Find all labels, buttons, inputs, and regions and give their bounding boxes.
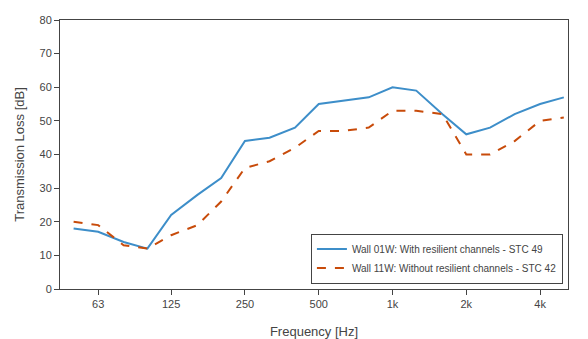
svg-text:0: 0 bbox=[46, 283, 52, 295]
svg-text:70: 70 bbox=[40, 47, 52, 59]
svg-text:50: 50 bbox=[40, 115, 52, 127]
svg-text:4k: 4k bbox=[534, 298, 546, 310]
svg-text:20: 20 bbox=[40, 216, 52, 228]
svg-text:Wall 11W: Without resilient ch: Wall 11W: Without resilient channels - S… bbox=[352, 263, 556, 274]
svg-text:40: 40 bbox=[40, 148, 52, 160]
svg-text:Frequency [Hz]: Frequency [Hz] bbox=[270, 324, 358, 339]
svg-text:60: 60 bbox=[40, 81, 52, 93]
svg-text:500: 500 bbox=[310, 298, 328, 310]
svg-text:30: 30 bbox=[40, 182, 52, 194]
svg-text:10: 10 bbox=[40, 249, 52, 261]
svg-text:125: 125 bbox=[162, 298, 180, 310]
svg-text:80: 80 bbox=[40, 14, 52, 26]
svg-text:63: 63 bbox=[92, 298, 104, 310]
svg-text:250: 250 bbox=[236, 298, 254, 310]
svg-text:2k: 2k bbox=[460, 298, 472, 310]
svg-text:Wall 01W: With resilient chann: Wall 01W: With resilient channels - STC … bbox=[352, 244, 543, 255]
svg-text:Transmission Loss [dB]: Transmission Loss [dB] bbox=[12, 87, 27, 222]
svg-text:1k: 1k bbox=[387, 298, 399, 310]
